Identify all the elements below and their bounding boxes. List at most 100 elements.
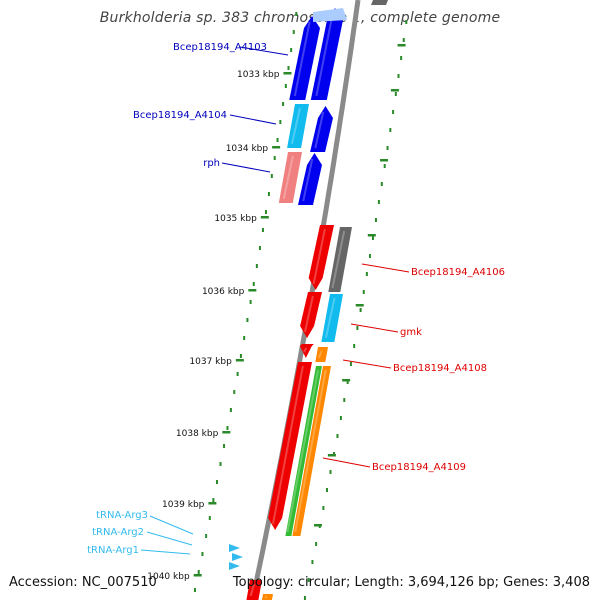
ruler-dot — [362, 290, 365, 294]
gene-label-trna-arg2: tRNA-Arg2 — [92, 527, 144, 538]
ruler-tick — [235, 359, 244, 362]
gene-rph-inner — [278, 152, 302, 203]
ruler-dot — [349, 362, 352, 366]
ruler-dot — [255, 264, 258, 268]
gene-bcep18194-a4108-inner — [299, 344, 314, 358]
leader-line-bcep18194-a4103 — [239, 46, 289, 56]
gene-rph-inner-highlight — [282, 155, 294, 200]
ruler-tick — [327, 454, 336, 457]
gene-bcep18194-a4109-orange — [292, 366, 331, 536]
gene-gmk-outer — [321, 294, 343, 342]
gene-bcep18194-a4109-green — [285, 366, 322, 536]
ruler-tick — [222, 431, 231, 434]
gene-label-bcep18194-a4109: Bcep18194_A4109 — [372, 462, 466, 473]
ruler-tick — [313, 524, 322, 527]
ruler-tick — [380, 159, 389, 162]
ruler-dot — [229, 408, 232, 412]
ruler-dot — [279, 120, 282, 124]
gene-gmk-inner — [300, 292, 322, 338]
gene-bcep18194-a4109-red — [268, 362, 312, 530]
leader-line-gmk — [350, 323, 399, 333]
ruler-dot — [371, 236, 374, 240]
leader-line-trna-arg2 — [146, 531, 193, 546]
gene-label-bcep18194-a4104: Bcep18194_A4104 — [133, 110, 227, 121]
ruler-dot — [359, 308, 362, 312]
ruler-dot — [368, 254, 371, 258]
ruler-dot — [215, 480, 218, 484]
ruler-dot — [197, 570, 200, 574]
ruler-dot — [353, 344, 356, 348]
gene-bcep18194-a4104-inner-highlight — [291, 107, 301, 145]
ruler-dot — [261, 228, 264, 232]
ruler-dot — [377, 200, 380, 204]
accession-text: Accession: NC_007510 — [9, 575, 157, 590]
ruler-dot — [402, 38, 405, 42]
gene-bcep18194-a4103-outer-highlight — [315, 13, 334, 97]
ruler-tick — [208, 502, 217, 505]
leader-line-trna-arg3 — [149, 515, 194, 535]
gene-label-trna-arg3: tRNA-Arg3 — [96, 510, 148, 521]
gene-label-trna-arg1: tRNA-Arg1 — [87, 545, 139, 556]
ruler-dot — [315, 542, 318, 546]
ruler-dot — [284, 84, 287, 88]
gene-label-bcep18194-a4108: Bcep18194_A4108 — [393, 363, 487, 374]
ruler-dot — [249, 300, 252, 304]
ruler-dot — [208, 516, 211, 520]
scale-label-1038-kbp: 1038 kbp — [176, 429, 219, 439]
gene-partial-orange-highlight — [264, 595, 268, 599]
leader-line-bcep18194-a4106 — [361, 263, 410, 273]
gene-rph-outer-highlight — [302, 158, 314, 202]
ruler-dot — [389, 128, 392, 132]
ruler-dot — [243, 336, 246, 340]
gene-label-bcep18194-a4103: Bcep18194_A4103 — [173, 42, 267, 53]
ruler-dot — [267, 192, 270, 196]
gene-partial-gray — [371, 0, 388, 5]
ruler-dot — [365, 272, 368, 276]
ruler-tick — [367, 234, 376, 237]
ruler-dot — [383, 164, 386, 168]
gene-partial-red — [246, 580, 262, 600]
scale-label-1035-kbp: 1035 kbp — [214, 214, 257, 224]
ruler-dot — [276, 138, 279, 142]
ruler-dot — [405, 20, 408, 24]
leader-line-trna-arg1 — [140, 549, 191, 555]
ruler-dot — [212, 498, 215, 502]
ruler-dot — [400, 56, 403, 60]
gene-bcep18194-a4106-inner — [308, 225, 334, 290]
scale-label-1036-kbp: 1036 kbp — [202, 287, 245, 297]
ruler-dot — [219, 462, 222, 466]
gene-gmk-outer-highlight — [324, 297, 336, 339]
gene-label-rph: rph — [203, 158, 220, 169]
scale-label-1033-kbp: 1033 kbp — [237, 70, 280, 80]
ruler-dot — [292, 30, 295, 34]
ruler-dot — [270, 174, 273, 178]
ruler-dot — [273, 156, 276, 160]
ruler-tick — [283, 72, 292, 75]
ruler-dot — [193, 588, 196, 592]
ruler-dot — [236, 372, 239, 376]
ruler-dot — [325, 488, 328, 492]
leader-line-bcep18194-a4109 — [322, 457, 371, 468]
gene-bcep18194-a4108-inner-highlight — [303, 347, 308, 353]
ruler-dot — [287, 66, 290, 70]
genome-summary-text: Topology: circular; Length: 3,694,126 bp… — [232, 575, 590, 590]
gene-bcep18194-a4109-orange-highlight — [294, 369, 327, 533]
ruler-tick — [355, 304, 364, 307]
ruler-dot — [295, 12, 298, 16]
ruler-tick — [193, 574, 202, 577]
ruler-dot — [205, 534, 208, 538]
gene-bcep18194-a4103-outer — [310, 8, 343, 100]
gene-bcep18194-a4108-outer — [315, 347, 328, 362]
ruler-tick — [260, 216, 269, 219]
ruler-dot — [380, 182, 383, 186]
ruler-tick — [397, 44, 406, 47]
ruler-dot — [252, 282, 255, 286]
gene-rph-outer — [298, 153, 322, 205]
ruler-dot — [392, 110, 395, 114]
gene-bcep18194-a4104-outer — [310, 106, 333, 152]
map-title: Burkholderia sp. 383 chromosome 1, compl… — [99, 10, 501, 26]
ruler-dot — [336, 434, 339, 438]
gene-bcep18194-a4104-inner — [287, 104, 309, 148]
gene-bcep18194-a4109-red-highlight — [272, 365, 304, 525]
